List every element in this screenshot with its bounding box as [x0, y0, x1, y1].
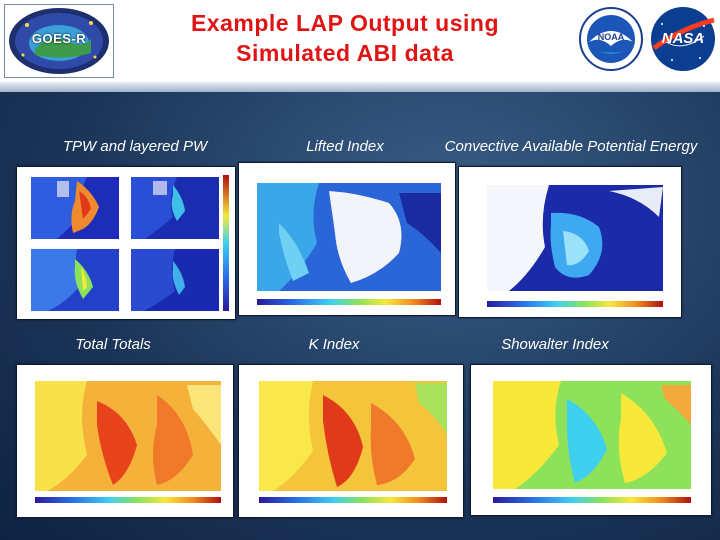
page-title: Example LAP Output using Simulated ABI d… — [120, 8, 570, 68]
caption-cape: Convective Available Potential Energy — [444, 138, 698, 155]
tpw-panel — [16, 166, 236, 320]
k-index-panel — [238, 364, 464, 518]
k-index-map — [259, 381, 447, 503]
caption-lifted-index: Lifted Index — [306, 138, 384, 155]
nasa-logo-text: NASA — [661, 30, 705, 47]
showalter-index-panel — [470, 364, 712, 516]
total-totals-panel — [16, 364, 234, 518]
showalter-index-map — [493, 381, 691, 503]
noaa-logo-text: NOAA — [597, 32, 625, 42]
lifted-index-panel — [238, 162, 456, 316]
lifted-index-map — [257, 183, 441, 305]
goes-r-logo-text: GOES-R — [31, 31, 87, 46]
page-title-line2: Simulated ABI data — [236, 40, 454, 66]
cape-map — [487, 185, 663, 307]
total-totals-map — [35, 381, 221, 503]
cape-panel — [458, 166, 682, 318]
header-divider — [0, 82, 720, 92]
tpw-maps — [31, 175, 229, 311]
page-title-line1: Example LAP Output using — [190, 10, 500, 36]
caption-k-index: K Index — [308, 336, 360, 353]
caption-total-totals: Total Totals — [75, 336, 151, 353]
caption-showalter-index: Showalter Index — [501, 336, 609, 353]
nasa-logo: NASA — [648, 2, 718, 76]
caption-tpw: TPW and layered PW — [62, 138, 208, 155]
goes-r-logo: GOES-R — [4, 4, 114, 78]
noaa-logo: NOAA — [576, 2, 646, 76]
